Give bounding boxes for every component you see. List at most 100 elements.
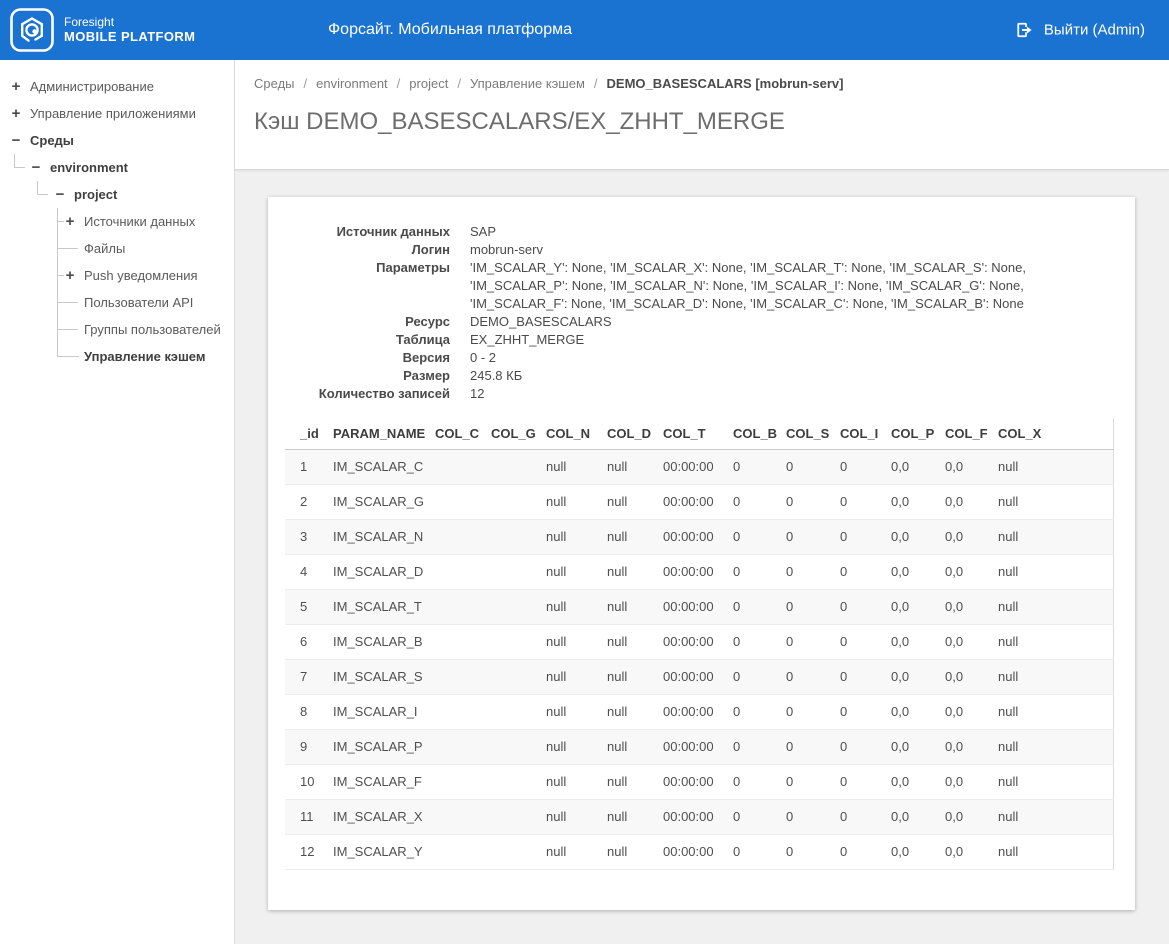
- table-row: 10 IM_SCALAR_F null null 00:00:00 0 0 0 0,0 0,0 nu…: [285, 764, 1113, 800]
- column-header: COL_F: [945, 418, 998, 450]
- table-row: 2 IM_SCALAR_G null null 00:00:00 0 0 0 0,0 0,0 nul…: [285, 484, 1113, 520]
- table-cell: null: [998, 624, 1113, 660]
- sidebar-item-label: Источники данных: [84, 214, 196, 229]
- table-cell: null: [607, 764, 663, 800]
- table-cell: null: [998, 694, 1113, 730]
- sidebar-item-data-sources[interactable]: + Источники данных: [0, 208, 234, 235]
- table-cell: 0: [786, 519, 840, 555]
- table-cell: 0,0: [945, 834, 998, 870]
- table-cell: IM_SCALAR_I: [333, 694, 435, 730]
- table-cell: 0,0: [891, 799, 945, 835]
- detail-label: Таблица: [395, 332, 450, 347]
- table-cell: 0,0: [891, 589, 945, 625]
- detail-row: Версия 0 - 2: [285, 349, 1113, 367]
- expand-plus-icon[interactable]: +: [65, 213, 75, 230]
- sidebar-item-administration[interactable]: + Администрирование: [0, 73, 234, 100]
- cache-table: _id PARAM_NAME COL_C COL_G COL_N COL_D COL_T CO…: [285, 418, 1114, 870]
- table-cell: 00:00:00: [663, 764, 733, 800]
- table-cell: 12: [285, 834, 333, 870]
- sidebar-item-label: Группы пользователей: [84, 322, 221, 337]
- sidebar: + Администрирование + Управление приложения…: [0, 60, 235, 944]
- sidebar-item-app-management[interactable]: + Управление приложениями: [0, 100, 234, 127]
- table-cell: [491, 694, 546, 730]
- foresight-logo-icon: [10, 8, 54, 52]
- sidebar-item-environment[interactable]: − environment: [0, 154, 234, 181]
- table-cell: [491, 589, 546, 625]
- table-cell: 0: [840, 764, 891, 800]
- table-cell: 0,0: [891, 554, 945, 590]
- breadcrumb-item[interactable]: environment: [316, 76, 388, 91]
- sidebar-item-label: Файлы: [84, 241, 126, 256]
- breadcrumb-item[interactable]: Управление кэшем: [469, 76, 585, 91]
- table-cell: null: [546, 834, 607, 870]
- table-cell: 0: [786, 764, 840, 800]
- expand-plus-icon[interactable]: +: [11, 78, 21, 95]
- table-cell: 7: [285, 659, 333, 695]
- table-cell: 8: [285, 694, 333, 730]
- table-cell: IM_SCALAR_C: [333, 449, 435, 485]
- table-cell: null: [607, 519, 663, 555]
- table-cell: 0: [733, 764, 786, 800]
- table-cell: [435, 519, 491, 555]
- detail-row: Количество записей 12: [285, 385, 1113, 403]
- collapse-minus-icon[interactable]: −: [11, 132, 21, 149]
- table-cell: null: [998, 834, 1113, 870]
- breadcrumb-item: DEMO_BASESCALARS [mobrun-serv]: [606, 76, 844, 91]
- expand-plus-icon[interactable]: +: [11, 105, 21, 122]
- sidebar-item-project[interactable]: − project: [0, 181, 234, 208]
- table-cell: 0: [733, 834, 786, 870]
- table-cell: null: [546, 694, 607, 730]
- collapse-minus-icon[interactable]: −: [55, 186, 65, 203]
- detail-row: Таблица EX_ZHHT_MERGE: [285, 331, 1113, 349]
- sidebar-item-user-groups[interactable]: Группы пользователей: [0, 316, 234, 343]
- table-cell: 0: [786, 729, 840, 765]
- table-cell: 0,0: [891, 764, 945, 800]
- app-logo[interactable]: Foresight MOBILE PLATFORM: [10, 8, 195, 52]
- table-cell: [435, 624, 491, 660]
- sidebar-item-cache-management[interactable]: Управление кэшем: [0, 343, 234, 370]
- sidebar-item-files[interactable]: Файлы: [0, 235, 234, 262]
- column-header: PARAM_NAME: [333, 418, 435, 450]
- table-cell: IM_SCALAR_T: [333, 589, 435, 625]
- collapse-minus-icon[interactable]: −: [31, 159, 41, 176]
- breadcrumb-item[interactable]: project: [409, 76, 449, 91]
- detail-value: mobrun-serv: [470, 242, 543, 257]
- breadcrumb: Среды / environment / project / Управление кэш…: [254, 76, 1149, 91]
- expand-plus-icon[interactable]: +: [65, 267, 75, 284]
- table-cell: 0: [733, 589, 786, 625]
- table-row: 12 IM_SCALAR_Y null null 00:00:00 0 0 0 0,0 0,0 nu…: [285, 834, 1113, 870]
- table-cell: IM_SCALAR_X: [333, 799, 435, 835]
- table-cell: [491, 624, 546, 660]
- detail-value: DEMO_BASESCALARS: [470, 314, 612, 329]
- column-header: COL_D: [607, 418, 663, 450]
- logout-button[interactable]: Выйти (Admin): [1015, 21, 1145, 40]
- sidebar-item-api-users[interactable]: Пользователи API: [0, 289, 234, 316]
- column-header: COL_X: [998, 418, 1113, 450]
- table-cell: [491, 449, 546, 485]
- table-cell: 0,0: [891, 624, 945, 660]
- table-cell: 0: [733, 624, 786, 660]
- sidebar-item-environments[interactable]: − Среды: [0, 127, 234, 154]
- table-cell: 00:00:00: [663, 484, 733, 520]
- table-cell: IM_SCALAR_N: [333, 519, 435, 555]
- column-header: COL_T: [663, 418, 733, 450]
- page-title: Кэш DEMO_BASESCALARS/EX_ZHHT_MERGE: [254, 108, 785, 135]
- table-cell: null: [998, 764, 1113, 800]
- table-cell: 0,0: [945, 764, 998, 800]
- table-cell: null: [546, 589, 607, 625]
- table-cell: null: [998, 659, 1113, 695]
- table-row: 6 IM_SCALAR_B null null 00:00:00 0 0 0 0,0 0,0 nul…: [285, 624, 1113, 660]
- table-cell: null: [607, 484, 663, 520]
- detail-label: Количество записей: [318, 386, 450, 401]
- column-header: COL_B: [733, 418, 786, 450]
- sidebar-item-push-notifications[interactable]: + Push уведомления: [0, 262, 234, 289]
- table-cell: 0: [786, 484, 840, 520]
- breadcrumb-item[interactable]: Среды: [254, 76, 295, 91]
- table-cell: null: [546, 519, 607, 555]
- table-cell: null: [998, 589, 1113, 625]
- detail-row: Ресурс DEMO_BASESCALARS: [285, 313, 1113, 331]
- table-cell: [491, 484, 546, 520]
- sidebar-item-label: Управление приложениями: [30, 106, 196, 121]
- table-cell: 00:00:00: [663, 694, 733, 730]
- table-cell: 0: [840, 659, 891, 695]
